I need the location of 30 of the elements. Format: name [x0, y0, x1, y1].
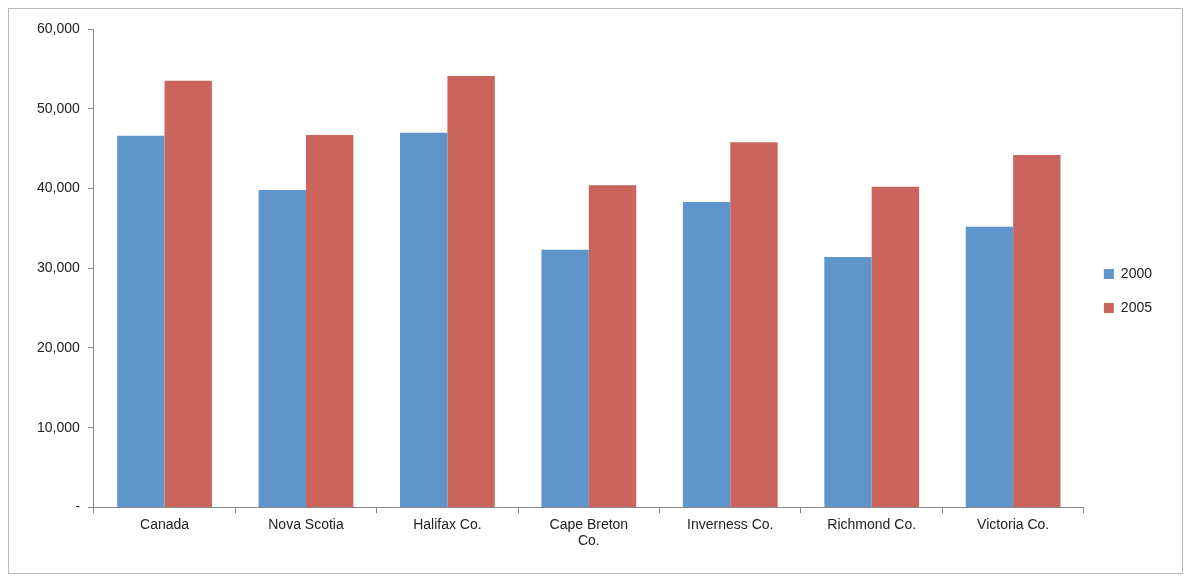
x-tick-label: Richmond Co.: [827, 515, 917, 532]
x-tick-label: Cape Breton Co.: [549, 515, 629, 549]
legend-label: 2005: [1120, 298, 1153, 315]
bar: [258, 190, 306, 507]
x-tick-label: Canada: [140, 515, 190, 532]
y-tick-label: 50,000: [36, 99, 81, 116]
bar: [164, 80, 212, 507]
bar: [400, 132, 448, 507]
bar: [871, 186, 920, 507]
bar: [1013, 154, 1061, 507]
bar: [447, 76, 495, 507]
bar: [730, 142, 778, 507]
x-tick-label: Nova Scotia: [268, 515, 344, 532]
bar: [965, 226, 1014, 507]
y-tick-label: 40,000: [36, 179, 81, 196]
bar: [305, 135, 354, 507]
bar: [117, 135, 165, 507]
x-tick-label: Inverness Co.: [687, 515, 774, 532]
bar: [682, 202, 731, 507]
x-tick-label: Halifax Co.: [413, 515, 482, 532]
y-tick-label: 60,000: [36, 19, 81, 36]
y-tick-label: 20,000: [36, 338, 81, 355]
legend-label: 2000: [1120, 264, 1153, 281]
bar: [824, 257, 872, 507]
bar: [588, 185, 637, 507]
y-tick-label: 10,000: [36, 418, 81, 435]
y-tick-label: -: [75, 498, 81, 515]
y-tick-label: 30,000: [36, 259, 81, 276]
x-tick-label: Victoria Co.: [977, 515, 1050, 532]
bar: [541, 249, 589, 507]
